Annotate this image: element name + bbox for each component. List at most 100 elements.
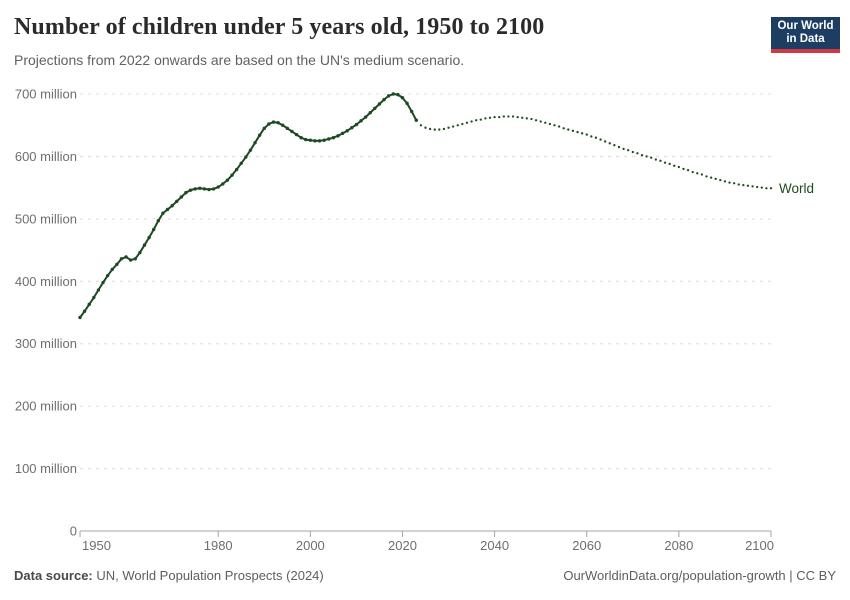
projected-point bbox=[465, 121, 469, 124]
projected-point bbox=[682, 167, 685, 171]
observed-point bbox=[184, 190, 188, 195]
observed-point bbox=[230, 173, 234, 177]
observed-point bbox=[239, 161, 243, 165]
projected-point bbox=[488, 116, 492, 119]
projected-point bbox=[553, 124, 556, 127]
observed-point bbox=[396, 92, 400, 97]
projected-point bbox=[576, 130, 579, 134]
projected-point bbox=[746, 184, 750, 187]
projected-point bbox=[585, 133, 588, 136]
projected-point bbox=[442, 127, 446, 131]
observed-point bbox=[221, 182, 225, 186]
observed-point bbox=[156, 219, 161, 223]
x-axis-tick-label: 2020 bbox=[388, 538, 417, 553]
observed-point bbox=[216, 185, 220, 189]
projected-point bbox=[765, 187, 768, 190]
observed-point bbox=[257, 133, 262, 137]
observed-point bbox=[147, 235, 151, 240]
observed-point bbox=[262, 126, 266, 131]
observed-point bbox=[276, 121, 280, 125]
x-axis-tick-label: 1980 bbox=[204, 538, 233, 553]
observed-point bbox=[92, 295, 96, 300]
observed-point bbox=[317, 139, 322, 143]
observed-point bbox=[170, 204, 174, 208]
projected-point bbox=[691, 170, 694, 174]
observed-point bbox=[340, 131, 345, 136]
observed-point bbox=[350, 126, 354, 130]
observed-point bbox=[363, 115, 368, 119]
observed-point bbox=[400, 96, 405, 100]
observed-point bbox=[359, 119, 363, 123]
projected-point bbox=[604, 140, 607, 143]
projected-point bbox=[636, 152, 639, 155]
owid-logo-line2: in Data bbox=[786, 33, 825, 45]
observed-point bbox=[119, 257, 124, 261]
projected-point bbox=[677, 165, 681, 169]
observed-point bbox=[202, 187, 207, 191]
data-source-value: UN, World Population Prospects (2024) bbox=[92, 568, 324, 583]
projected-point bbox=[571, 129, 575, 132]
observed-point bbox=[138, 250, 142, 255]
y-axis-tick-label: 700 million bbox=[15, 87, 77, 102]
observed-point bbox=[391, 92, 395, 96]
page-title: Number of children under 5 years old, 19… bbox=[14, 14, 545, 40]
projected-point bbox=[742, 183, 745, 187]
observed-point bbox=[124, 255, 128, 259]
projected-point bbox=[451, 125, 455, 128]
observed-point bbox=[244, 155, 248, 159]
world-series-label[interactable]: World bbox=[779, 181, 814, 196]
y-axis-tick-label: 500 million bbox=[15, 211, 77, 226]
projected-point bbox=[539, 120, 542, 123]
projected-point bbox=[709, 176, 713, 179]
projected-point bbox=[461, 122, 464, 126]
observed-point bbox=[198, 186, 202, 190]
projected-point bbox=[650, 156, 653, 159]
projected-point bbox=[668, 162, 671, 166]
projected-point bbox=[645, 155, 648, 158]
owid-logo[interactable]: Our World in Data bbox=[771, 17, 840, 53]
observed-line[interactable] bbox=[79, 93, 418, 319]
y-axis-tick-label: 100 million bbox=[15, 461, 77, 476]
footer-link[interactable]: OurWorldinData.org/population-growth | C… bbox=[563, 568, 836, 583]
projected-point bbox=[700, 173, 704, 176]
observed-point bbox=[377, 102, 382, 106]
x-axis-tick-label: 2100 bbox=[745, 538, 774, 553]
observed-point bbox=[179, 195, 184, 199]
observed-point bbox=[253, 140, 257, 145]
chart-subtitle: Projections from 2022 onwards are based … bbox=[14, 52, 465, 68]
projected-point bbox=[640, 154, 644, 157]
y-axis-tick-label: 0 bbox=[70, 524, 77, 539]
observed-point bbox=[248, 148, 253, 152]
projected-point bbox=[590, 135, 593, 138]
data-source-note: Data source: UN, World Population Prospe… bbox=[14, 568, 324, 583]
projected-point bbox=[493, 115, 496, 119]
projected-point bbox=[751, 185, 754, 188]
x-axis-tick-label: 2060 bbox=[572, 538, 601, 553]
projected-point bbox=[654, 158, 657, 161]
observed-point bbox=[373, 106, 377, 111]
x-axis-tick-label: 2080 bbox=[664, 538, 693, 553]
projected-point bbox=[562, 127, 565, 130]
observed-point bbox=[133, 257, 137, 261]
observed-point bbox=[142, 243, 147, 247]
observed-point bbox=[304, 137, 308, 142]
projected-point bbox=[424, 126, 427, 129]
observed-point bbox=[115, 262, 119, 267]
observed-point bbox=[271, 120, 276, 124]
observed-point bbox=[409, 109, 414, 114]
observed-point bbox=[175, 199, 179, 204]
observed-point bbox=[211, 187, 216, 191]
projected-point bbox=[617, 145, 621, 149]
observed-point bbox=[188, 188, 193, 192]
observed-point bbox=[234, 167, 239, 172]
projected-point bbox=[760, 186, 763, 189]
projected-point bbox=[659, 159, 662, 162]
projected-point bbox=[705, 175, 708, 178]
observed-point bbox=[299, 136, 303, 140]
observed-point bbox=[313, 139, 317, 143]
projected-point bbox=[456, 124, 459, 127]
projected-point bbox=[484, 117, 487, 120]
observed-point bbox=[386, 94, 391, 98]
